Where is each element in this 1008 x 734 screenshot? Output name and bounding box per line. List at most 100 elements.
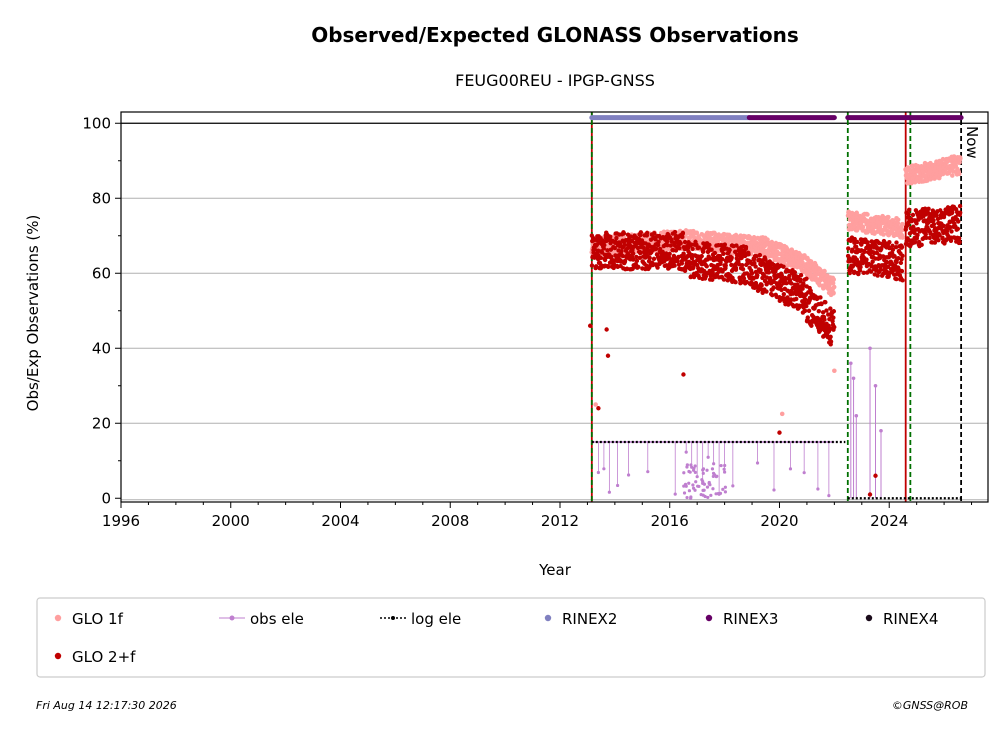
data-point xyxy=(868,269,874,274)
legend-marker xyxy=(865,614,873,622)
data-point xyxy=(664,239,670,244)
obs-ele-point xyxy=(788,467,793,471)
legend-item: log ele xyxy=(380,610,461,628)
obs-ele-point xyxy=(706,495,710,500)
data-point xyxy=(746,252,751,257)
data-point xyxy=(823,300,828,305)
data-point xyxy=(628,234,633,239)
data-point xyxy=(890,243,895,249)
data-point xyxy=(758,268,763,273)
obs-ele-point xyxy=(687,469,691,474)
obs-ele-point xyxy=(696,484,700,488)
data-point xyxy=(894,240,899,245)
data-point xyxy=(955,226,961,232)
data-point xyxy=(878,267,884,272)
data-point xyxy=(680,230,686,236)
data-point xyxy=(672,263,677,268)
data-point xyxy=(949,173,955,178)
data-point xyxy=(809,323,814,328)
data-point xyxy=(886,214,891,220)
data-point xyxy=(699,253,704,259)
data-point xyxy=(652,231,657,236)
data-point xyxy=(832,368,837,374)
data-point xyxy=(638,250,643,256)
obs-ele-point xyxy=(596,470,600,475)
legend-item: RINEX2 xyxy=(544,610,617,628)
obs-ele-point xyxy=(682,491,687,495)
obs-ele-point xyxy=(772,488,776,492)
data-point xyxy=(900,278,905,283)
data-point xyxy=(727,247,732,253)
data-point xyxy=(867,492,873,497)
obs-ele-point xyxy=(849,361,853,366)
data-point xyxy=(950,210,955,215)
data-point xyxy=(887,245,892,251)
data-point xyxy=(690,246,695,252)
data-point xyxy=(931,221,937,227)
data-point xyxy=(753,264,758,269)
data-point xyxy=(786,268,791,274)
data-point xyxy=(605,353,611,358)
obs-ele-point xyxy=(682,484,686,488)
data-point xyxy=(864,257,869,262)
data-point xyxy=(899,268,905,274)
data-point xyxy=(957,239,962,245)
data-point xyxy=(818,295,823,300)
obs-ele-point xyxy=(684,450,688,454)
obs-ele-point xyxy=(646,470,650,474)
grid-lines xyxy=(121,122,988,501)
data-point xyxy=(602,257,608,263)
data-point xyxy=(805,315,810,320)
legend-item: RINEX3 xyxy=(705,610,778,628)
obs-ele-point xyxy=(854,413,859,418)
obs-ele-point xyxy=(691,486,696,490)
data-point xyxy=(694,230,700,236)
data-point xyxy=(926,206,931,212)
data-point xyxy=(604,327,609,332)
obs-ele-point xyxy=(689,496,693,500)
data-point xyxy=(900,253,905,258)
obs-ele-point xyxy=(684,484,688,488)
obs-ele-point xyxy=(755,461,760,465)
obs-ele-point xyxy=(851,376,856,381)
data-point xyxy=(619,248,624,254)
data-point xyxy=(721,251,726,256)
data-point xyxy=(593,264,599,269)
legend-label: log ele xyxy=(411,610,461,628)
data-point xyxy=(881,232,886,237)
data-point xyxy=(828,339,834,344)
data-point xyxy=(720,256,725,262)
data-point xyxy=(816,308,822,314)
data-point xyxy=(779,411,785,417)
obs-ele-point xyxy=(731,484,735,488)
data-point xyxy=(824,308,829,313)
data-point xyxy=(846,246,851,251)
legend-item: GLO 2+f xyxy=(54,648,136,666)
data-point xyxy=(870,259,875,264)
data-point xyxy=(721,277,727,282)
data-point xyxy=(831,309,837,314)
data-point xyxy=(613,239,618,244)
footer-timestamp: Fri Aug 14 12:17:30 2026 xyxy=(36,699,177,712)
obs-ele-point xyxy=(702,488,706,492)
data-point xyxy=(638,230,644,235)
x-tick-label: 2004 xyxy=(321,512,359,530)
legend-item: RINEX4 xyxy=(865,610,938,628)
data-point xyxy=(892,253,897,259)
data-point xyxy=(678,241,683,246)
data-point xyxy=(898,260,904,266)
data-point xyxy=(634,254,639,260)
data-point xyxy=(831,290,836,296)
data-point xyxy=(857,268,863,273)
x-tick-label: 2024 xyxy=(870,512,908,530)
data-point xyxy=(598,255,604,261)
legend-marker xyxy=(391,616,395,620)
data-point xyxy=(620,253,626,259)
obs-ele-point xyxy=(685,495,689,500)
data-point xyxy=(740,266,746,272)
data-point xyxy=(765,237,770,242)
x-axis-label: Year xyxy=(538,561,572,579)
obs-ele-point xyxy=(711,487,715,491)
obs-ele-point xyxy=(723,470,727,474)
series-glo-2-f xyxy=(587,203,963,497)
